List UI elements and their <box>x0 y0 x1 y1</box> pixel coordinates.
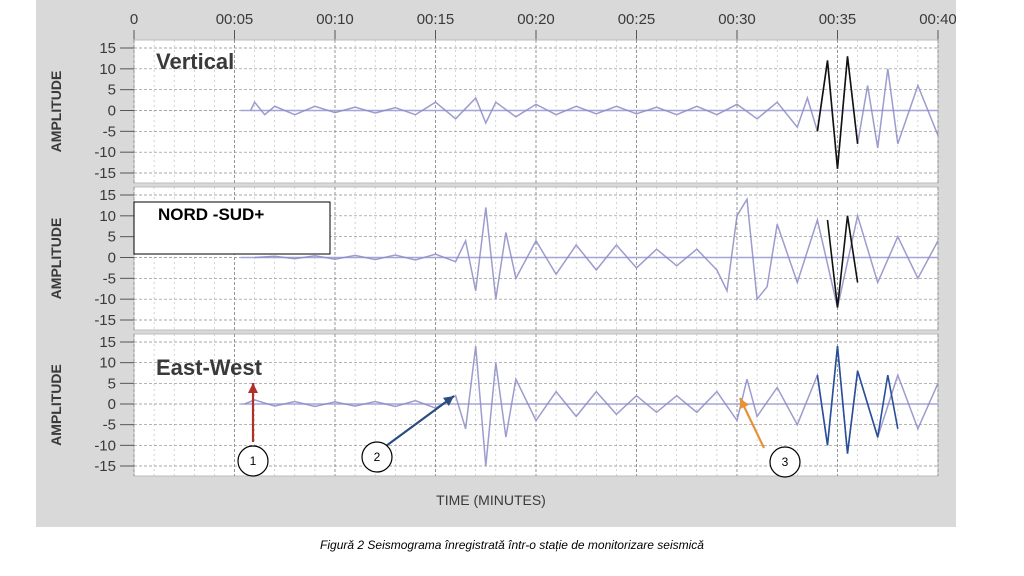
highlighted-wave-series <box>816 56 859 169</box>
figure-caption: Figură 2 Seismograma înregistrată într-o… <box>320 538 704 552</box>
y-tick-label: -5 <box>103 270 116 287</box>
x-tick-label: 00:20 <box>517 11 555 28</box>
y-tick-label: 5 <box>108 375 116 392</box>
panel-label-box <box>133 201 331 255</box>
seismic-wave-series <box>254 196 939 308</box>
y-tick-label: 15 <box>99 187 116 204</box>
seismogram-figure: 0 00:05 00:10 00:15 00:20 00:25 00:30 00:35 00:4… <box>36 0 956 527</box>
x-tick-label: 0 <box>130 11 138 28</box>
x-tick-label: 00:25 <box>618 11 656 28</box>
panel-label: East-West <box>156 355 263 380</box>
panel-label: Vertical <box>156 49 234 74</box>
panel-label: NORD -SUD+ <box>158 205 264 224</box>
highlighted-wave-series <box>816 346 899 454</box>
x-tick-label: 00:15 <box>417 11 455 28</box>
annotation-arrow <box>385 395 455 447</box>
y-tick-label: 15 <box>99 334 116 351</box>
annotation-marker <box>237 445 269 477</box>
y-tick-label: 10 <box>99 208 116 225</box>
annotation-arrowhead <box>739 398 749 410</box>
annotation-number: 1 <box>250 454 257 468</box>
annotation-number: 3 <box>782 455 789 469</box>
annotation-marker <box>361 441 393 473</box>
y-tick-label: -15 <box>94 312 116 329</box>
annotation-arrowhead <box>442 396 454 406</box>
y-tick-label: -10 <box>94 144 116 161</box>
x-tick-label: 00:30 <box>718 11 756 28</box>
y-tick-label: 0 <box>108 396 116 413</box>
annotation-arrowhead <box>248 383 258 393</box>
x-tick-label: 00:10 <box>316 11 354 28</box>
x-tick-label: 00:40 <box>919 11 956 28</box>
x-axis-label: TIME (MINUTES) <box>436 492 546 508</box>
y-tick-label: 0 <box>108 250 116 267</box>
y-tick-label: 5 <box>108 82 116 99</box>
y-tick-label: 0 <box>108 103 116 120</box>
seismogram-chart: 0 00:05 00:10 00:15 00:20 00:25 00:30 00:35 00:4… <box>48 11 956 508</box>
annotation-number: 2 <box>374 450 381 464</box>
y-axis-label: AMPLITUDE <box>48 71 64 153</box>
y-tick-label: -5 <box>103 123 116 140</box>
x-tick-label: 00:05 <box>216 11 254 28</box>
y-tick-label: -10 <box>94 437 116 454</box>
y-tick-label: 10 <box>99 61 116 78</box>
y-tick-label: -10 <box>94 291 116 308</box>
highlighted-wave-series <box>826 215 859 308</box>
y-tick-label: -15 <box>94 165 116 182</box>
y-axis-label: AMPLITUDE <box>48 218 64 300</box>
y-axis-label: AMPLITUDE <box>48 364 64 446</box>
annotation-marker <box>769 446 801 478</box>
y-tick-label: -15 <box>94 458 116 475</box>
y-tick-label: 5 <box>108 229 116 246</box>
y-tick-label: 15 <box>99 40 116 57</box>
x-tick-label: 00:35 <box>819 11 857 28</box>
y-tick-label: -5 <box>103 417 116 434</box>
y-tick-label: 10 <box>99 355 116 372</box>
